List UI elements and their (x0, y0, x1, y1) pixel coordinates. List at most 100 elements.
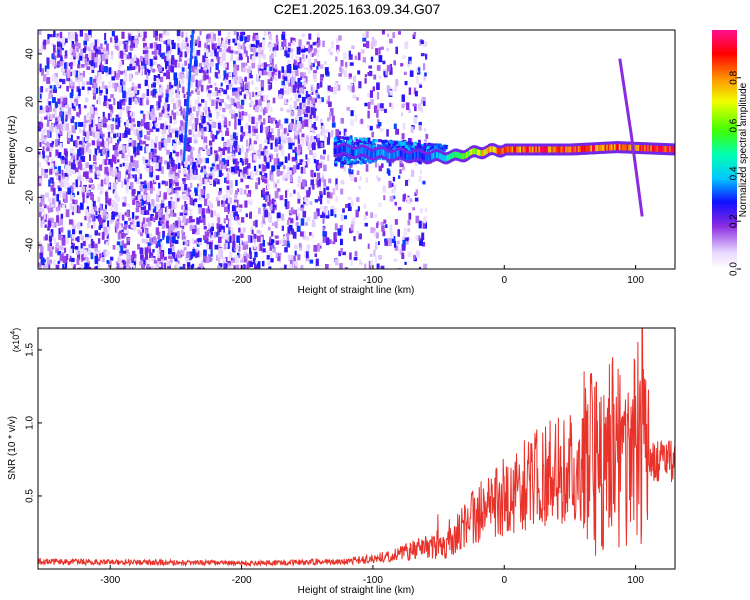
noise-cell (317, 180, 321, 187)
noise-cell (180, 149, 183, 158)
noise-cell (147, 194, 151, 202)
noise-cell (191, 219, 195, 223)
noise-cell (268, 71, 272, 78)
carrier-cell (469, 149, 472, 156)
noise-cell (272, 198, 275, 206)
noise-cell (203, 142, 206, 147)
noise-cell (312, 73, 317, 79)
noise-cell (91, 140, 96, 146)
noise-cell (301, 49, 306, 53)
noise-cell (137, 133, 142, 140)
noise-cell (377, 177, 381, 182)
noise-cell (373, 249, 376, 257)
noise-cell (154, 149, 157, 154)
noise-cell (43, 45, 46, 50)
noise-cell (281, 149, 284, 157)
noise-cell (203, 166, 207, 174)
noise-cell (187, 36, 191, 44)
noise-cell (203, 165, 206, 169)
noise-cell (93, 161, 97, 166)
noise-cell (295, 221, 300, 226)
noise-cell (350, 110, 354, 117)
noise-cell (366, 125, 370, 129)
noise-cell (258, 59, 261, 67)
noise-cell (256, 230, 260, 234)
noise-cell (79, 202, 84, 210)
noise-cell (114, 203, 119, 212)
noise-cell (41, 68, 44, 76)
noise-cell (267, 260, 270, 266)
noise-cell (276, 179, 280, 184)
noise-cell (233, 60, 236, 68)
noise-cell (200, 128, 204, 135)
noise-cell (257, 235, 261, 242)
noise-cell (268, 84, 272, 90)
noise-cell (146, 263, 150, 268)
noise-cell (124, 178, 128, 185)
carrier-cell (458, 152, 461, 159)
noise-cell (424, 72, 427, 77)
noise-cell (155, 215, 158, 220)
noise-cell (178, 169, 181, 174)
noise-cell (329, 108, 334, 116)
noise-cell (236, 170, 240, 174)
noise-cell (168, 65, 171, 72)
noise-cell (340, 188, 344, 195)
carrier-cell (368, 150, 371, 157)
noise-cell (260, 85, 264, 91)
noise-cell (125, 261, 130, 268)
noise-cell (215, 88, 219, 96)
noise-cell (77, 206, 81, 214)
noise-cell (290, 207, 294, 215)
noise-cell (64, 172, 68, 179)
noise-cell (237, 252, 240, 258)
noise-cell (180, 154, 184, 162)
noise-cell (161, 138, 166, 146)
noise-cell (158, 263, 162, 268)
noise-cell (390, 102, 394, 110)
noise-cell (144, 247, 148, 255)
noise-cell (157, 189, 160, 196)
noise-cell (269, 170, 273, 175)
noise-cell (354, 114, 357, 122)
noise-cell (53, 51, 57, 57)
noise-cell (114, 83, 118, 92)
noise-cell (353, 257, 358, 261)
noise-cell (88, 177, 92, 183)
noise-cell (211, 222, 215, 227)
noise-cell (301, 84, 305, 91)
noise-cell (53, 44, 56, 52)
noise-cell (310, 136, 313, 143)
noise-cell (253, 32, 256, 40)
carrier-cell (481, 150, 485, 157)
noise-cell (63, 38, 68, 43)
noise-cell (209, 32, 214, 39)
noise-cell (218, 146, 221, 152)
noise-cell (44, 65, 49, 72)
noise-cell (261, 39, 266, 45)
noise-cell (254, 87, 258, 91)
noise-cell (302, 231, 306, 236)
noise-cell (80, 243, 83, 250)
noise-cell (239, 91, 242, 96)
noise-cell (241, 169, 245, 176)
noise-cell (138, 139, 143, 145)
noise-cell (402, 123, 406, 130)
noise-cell (391, 188, 395, 194)
noise-cell (93, 119, 96, 127)
noise-cell (243, 94, 247, 99)
noise-cell (297, 207, 300, 212)
noise-cell (261, 260, 265, 267)
noise-cell (182, 86, 185, 94)
noise-cell (53, 30, 56, 38)
noise-cell (319, 198, 323, 205)
noise-cell (345, 61, 348, 68)
noise-cell (350, 119, 354, 126)
noise-cell (110, 51, 114, 56)
noise-cell (176, 198, 180, 202)
noise-cell (293, 209, 298, 215)
carrier-spread-cell (343, 136, 347, 140)
noise-cell (44, 169, 49, 173)
noise-cell (240, 126, 244, 133)
noise-cell (225, 62, 229, 70)
